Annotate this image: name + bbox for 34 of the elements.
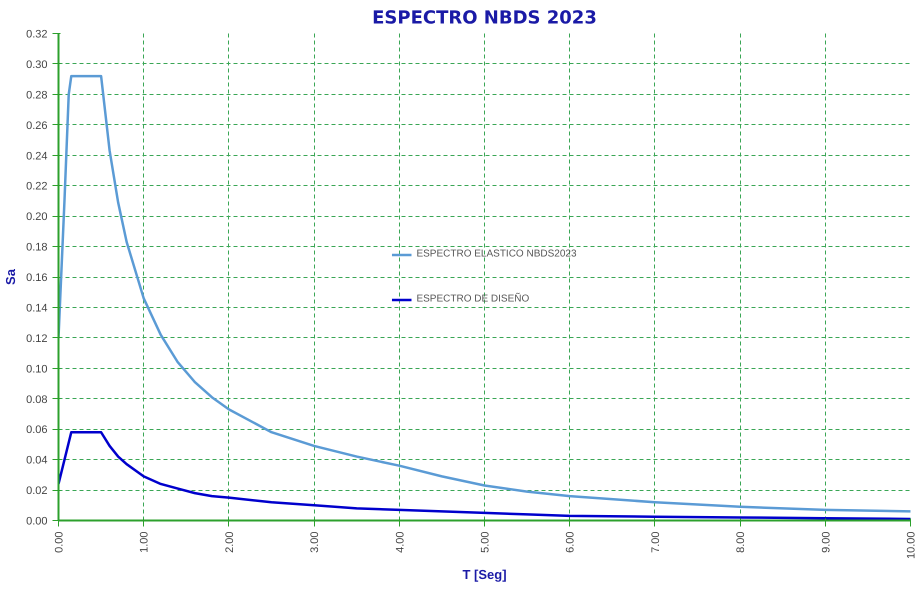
y-tick-label: 0.20	[26, 211, 48, 224]
x-tick-label: 10.00	[906, 531, 918, 560]
x-tick-label: 0.00	[54, 531, 66, 553]
x-tick-label: 9.00	[820, 531, 832, 553]
y-tick-label: 0.00	[26, 516, 48, 528]
x-axis-title: T [Seg]	[462, 567, 507, 582]
x-tick-label: 1.00	[138, 531, 151, 553]
y-tick-label: 0.02	[26, 485, 48, 498]
y-tick-label: 0.06	[26, 424, 48, 436]
y-tick-label: 0.04	[26, 454, 48, 467]
chart-title: ESPECTRO NBDS 2023	[372, 8, 597, 28]
line-series	[58, 74, 910, 513]
y-axis-title: Sa	[3, 268, 18, 285]
y-tick-label: 0.28	[26, 89, 48, 102]
x-tick-label: 2.00	[224, 531, 236, 553]
y-tick-label: 0.18	[26, 242, 48, 254]
y-tick-label: 0.10	[26, 363, 48, 376]
x-tick-label: 3.00	[309, 531, 322, 553]
x-tick-label: 7.00	[650, 531, 662, 553]
y-tick-label: 0.22	[26, 180, 48, 193]
y-tick-label: 0.26	[26, 120, 48, 132]
y-tick-label: 0.30	[26, 58, 48, 71]
y-tick-label: 0.16	[26, 272, 48, 284]
x-tick-label: 5.00	[480, 531, 492, 553]
y-tick-label: 0.32	[26, 28, 48, 40]
y-tick-label: 0.24	[26, 150, 48, 162]
x-tick-label: 6.00	[564, 531, 577, 553]
y-tick-label: 0.12	[26, 332, 48, 345]
x-tick-label: 8.00	[735, 531, 748, 553]
x-tick-label: 4.00	[394, 531, 406, 553]
y-tick-label: 0.14	[26, 302, 48, 314]
legend-label: ESPECTRO DE DISEÑO	[416, 294, 530, 304]
legend-label: ESPECTRO ELASTICO NBDS2023	[416, 248, 577, 260]
y-tick-label: 0.08	[26, 394, 48, 406]
